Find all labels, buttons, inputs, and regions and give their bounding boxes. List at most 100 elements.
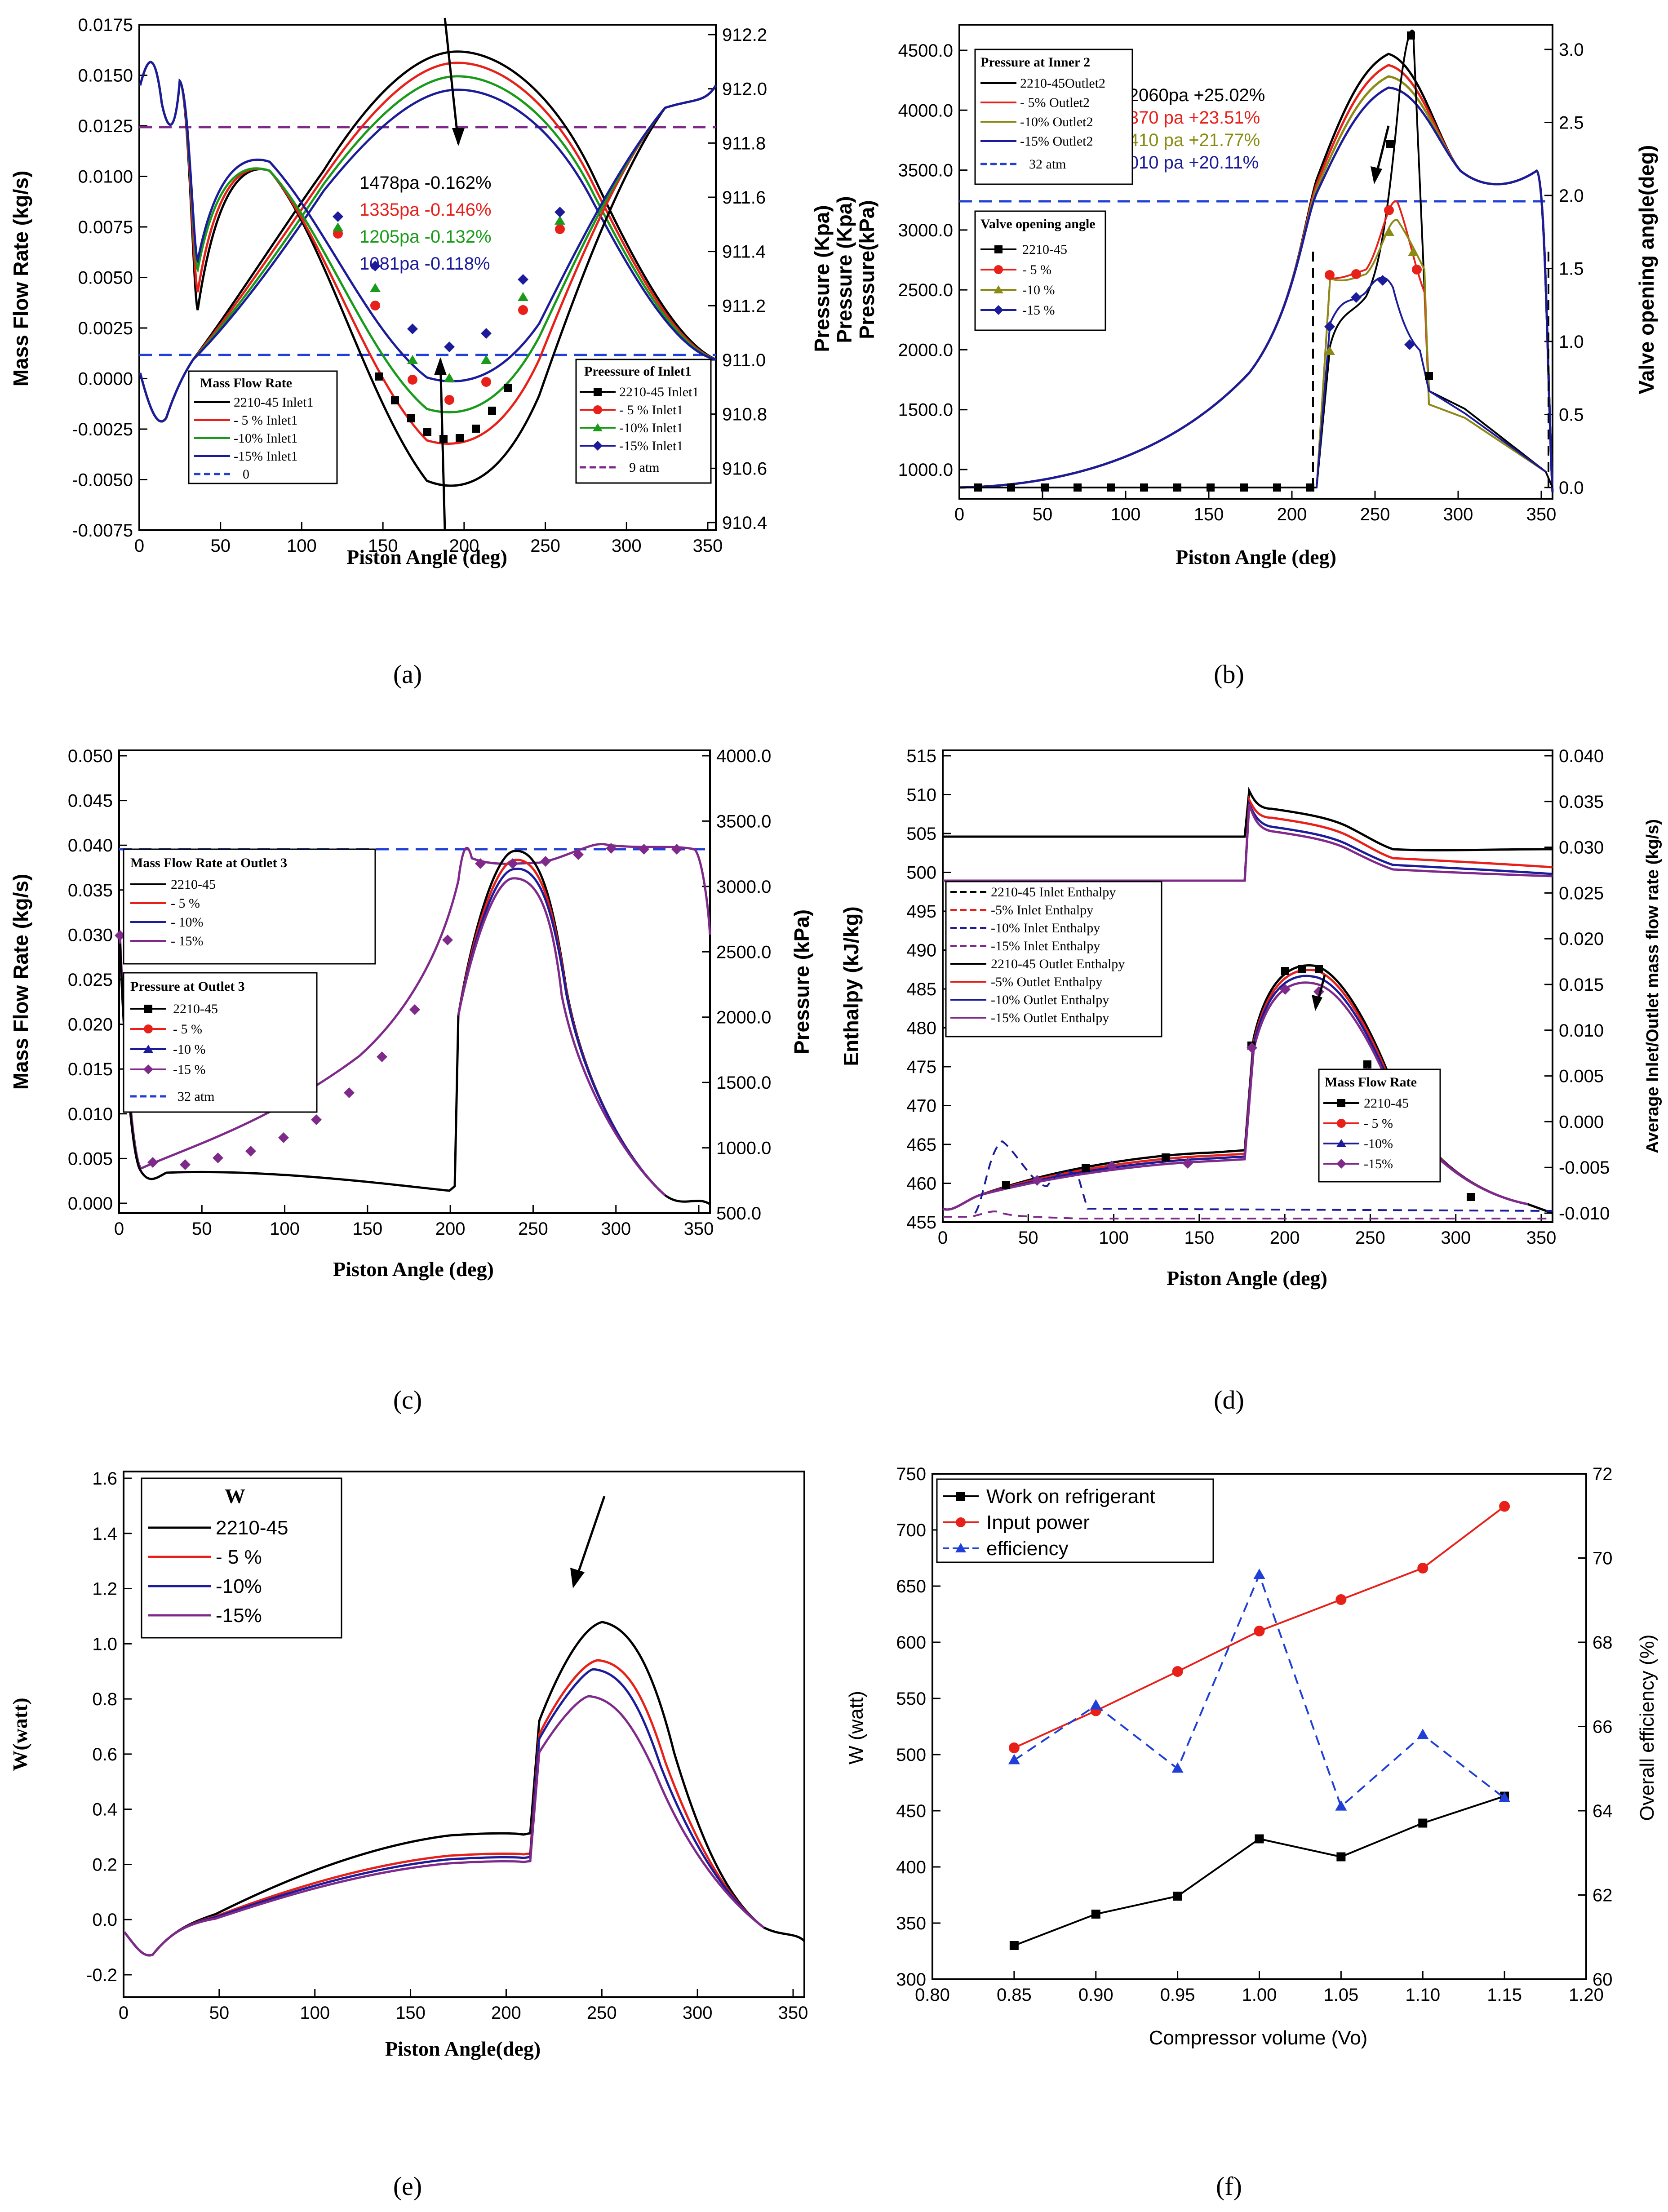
e-line-2210 (124, 1621, 805, 1957)
a-markers-2210 (375, 372, 512, 443)
b-markers-2210 (974, 31, 1433, 492)
f-input-point (1335, 1594, 1347, 1605)
b-right-ytick-label: 1.5 (1559, 259, 1584, 279)
c-legend-press-1: 2210-45 (173, 1002, 218, 1016)
d-legend-flow-1: 2210-45 (1364, 1096, 1409, 1111)
a-ytick-label: 0.0100 (78, 167, 133, 187)
d-ytick-label: 480 (906, 1019, 936, 1038)
a-right-ytick-label: 911.8 (722, 133, 766, 153)
c-markers (115, 843, 682, 1170)
a-right-ytick-label: 912.2 (722, 25, 767, 45)
d-xtick-label: 50 (1018, 1228, 1038, 1248)
f-ytick-label: 650 (896, 1577, 926, 1596)
d-xtick-label: 300 (1441, 1228, 1471, 1248)
c-xtick-label: 200 (435, 1219, 466, 1239)
a-xtick-label: 250 (530, 536, 560, 556)
e-ytick-label: 1.2 (92, 1579, 117, 1599)
b-markers-15 (1324, 275, 1415, 350)
c-legend-press-2: - 5 % (173, 1022, 202, 1037)
c-legend-press-title: Pressure at Outlet 3 (130, 979, 245, 994)
b-markers-5 (1325, 205, 1422, 280)
d-legend-flow-4: -15% (1364, 1157, 1393, 1171)
f-xtick-label: 1.20 (1569, 1985, 1604, 2005)
c-flow-10 (457, 868, 666, 1196)
c-ytick-label: 0.035 (68, 881, 113, 900)
b-ytick-label: 2000.0 (898, 340, 953, 360)
a-legend-flow: Mass Flow Rate 2210-45 Inlet1 - 5 % Inle… (188, 370, 338, 484)
b-legend-press-5: 32 atm (1029, 157, 1066, 172)
c-xtick-label: 300 (601, 1219, 631, 1239)
d-out-10 (943, 800, 1553, 882)
b-right-ytick-label: 0.5 (1559, 405, 1584, 425)
a-ytick-label: 0.0075 (78, 217, 133, 237)
f-input-point (1008, 1742, 1020, 1753)
f-ytick-label: 600 (896, 1633, 926, 1653)
d-ytick-label: 490 (906, 941, 936, 961)
f-ytick-label: 750 (896, 1464, 926, 1484)
f-ylabel: W (watt) (845, 1691, 867, 1764)
e-arrow (574, 1496, 606, 1582)
b-legend-press-4: -15% Outlet2 (1020, 134, 1093, 149)
a-xtick-label: 200 (449, 536, 479, 556)
e-ytick-label: 0.6 (92, 1745, 117, 1764)
b-right-ytick-label: 2.0 (1559, 186, 1584, 206)
f-xtick-label: 0.80 (915, 1985, 950, 2005)
b-legend-valve-3: -10 % (1022, 283, 1055, 297)
f-xtick-label: 1.15 (1487, 1985, 1522, 2005)
f-eff-line (1013, 1572, 1505, 1809)
c-ytick-label: 0.015 (68, 1059, 113, 1079)
e-legend-title: W (225, 1485, 245, 1507)
e-caption: (e) (393, 2172, 422, 2201)
d-out-2210 (943, 787, 1553, 851)
f-xtick-label: 0.90 (1078, 1985, 1113, 2005)
a-caption: (a) (393, 660, 422, 689)
f-right-ytick-label: 62 (1593, 1886, 1613, 1906)
e-legend-3: -10% (216, 1575, 262, 1597)
e-legend-1: 2210-45 (216, 1517, 288, 1539)
c-xtick-label: 350 (684, 1219, 714, 1239)
a-xtick-label: 350 (693, 536, 723, 556)
d-right-ytick-label: 0.040 (1559, 746, 1604, 766)
b-xtick-label: 200 (1277, 505, 1307, 524)
d-xtick-label: 250 (1355, 1228, 1385, 1248)
d-ytick-label: 505 (906, 824, 936, 844)
c-ytick-label: 0.005 (68, 1149, 113, 1169)
d-legend-6: -5% Outlet Enthalpy (991, 975, 1102, 989)
c-ytick-label: 0.030 (68, 925, 113, 945)
b-ylabel-top: Pressure (Kpa) (833, 196, 856, 343)
a-markers-15 (333, 207, 565, 352)
b-xtick-label: 250 (1360, 505, 1390, 524)
d-right-ytick-label: -0.010 (1559, 1204, 1610, 1223)
c-legend-press: Pressure at Outlet 3 2210-45 - 5 % -10 %… (123, 972, 318, 1113)
f-work-point (1255, 1834, 1264, 1844)
c-right-ytick-label: 2500.0 (716, 942, 771, 962)
f-right-ytick-label: 60 (1593, 1970, 1613, 1990)
a-xtick-label: 50 (210, 536, 231, 556)
d-xtick-label: 350 (1526, 1228, 1557, 1248)
d-legend-3: -10% Inlet Enthalpy (991, 921, 1100, 935)
d-xtick-label: 100 (1099, 1228, 1129, 1248)
c-xtick-label: 250 (518, 1219, 548, 1239)
e-xtick-label: 0 (119, 2003, 129, 2023)
c-legend-flow-4: - 15% (171, 934, 203, 949)
e-arrow-head (570, 1568, 585, 1588)
d-legend-flow-3: -10% (1364, 1136, 1393, 1151)
e-line-15 (124, 1695, 765, 1957)
f-right-ytick-label: 68 (1593, 1633, 1613, 1653)
b-ytick-label: 3500.0 (898, 161, 953, 181)
c-legend-press-3: -10 % (173, 1042, 205, 1057)
e-xtick-label: 250 (587, 2003, 617, 2023)
e-ytick-label: 0.4 (92, 1800, 117, 1820)
c-right-ytick-label: 500.0 (716, 1204, 761, 1223)
c-right-ytick-label: 4000.0 (716, 746, 771, 766)
a-legend-press-1: 2210-45 Inlet1 (619, 385, 699, 399)
a-legend-flow-1: 2210-45 Inlet1 (234, 395, 313, 410)
a-xtick-label: 100 (287, 536, 317, 556)
b-xlabel: Piston Angle (deg) (1176, 545, 1336, 568)
a-right-ytick-label: 911.2 (722, 296, 766, 316)
b-ylabel: Pressure(kPa) (855, 200, 878, 339)
c-ytick-label: 0.025 (68, 970, 113, 990)
c-legend-flow-title: Mass Flow Rate at Outlet 3 (130, 856, 287, 870)
f-xtick-label: 1.05 (1323, 1985, 1358, 2005)
f-xtick-label: 1.10 (1405, 1985, 1440, 2005)
